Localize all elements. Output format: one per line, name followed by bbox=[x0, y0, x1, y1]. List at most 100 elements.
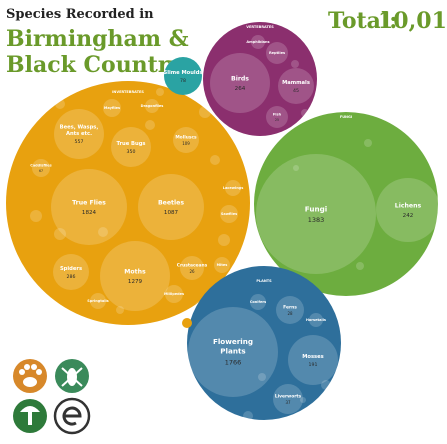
chart-title-line2: Birmingham & bbox=[6, 26, 189, 52]
bubble-label-horsetails: Horsetails bbox=[306, 318, 326, 322]
total-value: 10,012 bbox=[378, 8, 447, 34]
bubble-label-bees-wasps-ants-etc: Bees, Wasps, bbox=[60, 124, 99, 130]
bubble-label-molluscs: Molluscs bbox=[175, 134, 197, 140]
minor-bubble bbox=[291, 60, 299, 68]
bubble-label-spiders: Spiders bbox=[60, 266, 82, 272]
minor-bubble bbox=[199, 106, 211, 118]
minor-bubble bbox=[116, 306, 124, 314]
bubble-value-beetles: 1087 bbox=[164, 210, 179, 216]
group-label-invertebrates: INVERTEBRATES bbox=[112, 90, 144, 94]
minor-bubble bbox=[156, 88, 164, 96]
bubble-label-ferns: Ferns bbox=[283, 304, 297, 310]
bubble-springtails bbox=[90, 293, 106, 309]
minor-bubble bbox=[210, 155, 220, 165]
bubble-value-mosses: 191 bbox=[309, 362, 318, 368]
bubble-value-mammals: 45 bbox=[293, 88, 299, 94]
bubble-reptiles bbox=[266, 42, 288, 64]
bubble-label-lacewings: Lacewings bbox=[223, 186, 244, 190]
bubble-label-true-bugs: True Bugs bbox=[117, 141, 146, 147]
minor-bubble bbox=[55, 99, 65, 109]
group-label-plants: PLANTS bbox=[256, 279, 272, 283]
e-logo-icon bbox=[53, 397, 91, 435]
total-label: Total: bbox=[328, 8, 397, 34]
bubble-value-birds: 264 bbox=[235, 86, 246, 92]
bubble-horsetails bbox=[309, 313, 323, 327]
bubble-label-reptiles: Reptiles bbox=[269, 51, 285, 55]
minor-bubble bbox=[293, 165, 299, 171]
bubble-value-lichens: 242 bbox=[403, 213, 414, 219]
bubble-label-sawflies: Sawflies bbox=[221, 212, 237, 216]
group-bubble-vertebrates bbox=[203, 22, 317, 136]
group-bubble-fungi bbox=[254, 112, 438, 296]
minor-bubble bbox=[300, 397, 306, 403]
bubble-label-true-flies: True Flies bbox=[72, 200, 106, 207]
bubble-label-fungi: Fungi bbox=[305, 204, 327, 213]
bubble-value-fungi: 1383 bbox=[308, 216, 324, 224]
bubble-label-moths: Moths bbox=[124, 269, 146, 276]
bubble-label-flowering-plants: Plants bbox=[220, 347, 245, 356]
bubble-value-molluscs: 109 bbox=[182, 141, 190, 146]
bubble-value-flowering-plants: 1766 bbox=[225, 358, 241, 366]
bubble-value-fish: 25 bbox=[275, 118, 279, 122]
bubble-beetles bbox=[138, 174, 204, 240]
bubble-mayflies bbox=[103, 99, 121, 117]
group-label-fungi: FUNGI bbox=[340, 115, 352, 119]
insect-logo-icon bbox=[55, 359, 89, 393]
chart-title-line3: Black Country bbox=[6, 52, 183, 78]
bubble-label-millipedes: Millipedes bbox=[164, 292, 184, 296]
minor-bubble bbox=[321, 380, 331, 390]
bubble-label-liverworts: Liverworts bbox=[275, 393, 302, 399]
bubble-dragonflies bbox=[145, 99, 159, 113]
chart-title-line1: Species Recorded in bbox=[6, 7, 154, 22]
bubble-value-crustaceans: 26 bbox=[189, 269, 195, 274]
minor-bubble bbox=[218, 234, 230, 246]
paw-logo-icon bbox=[13, 359, 47, 393]
bubble-value-ferns: 28 bbox=[287, 311, 293, 316]
bubble-label-slime-moulds: Slime Moulds bbox=[163, 70, 202, 76]
bubble-label-mayflies: Mayflies bbox=[104, 106, 120, 110]
group-bubble-invertebrates bbox=[6, 81, 250, 325]
group-label-vertebrates: VERTEBRATES bbox=[246, 25, 274, 29]
bubble-amphibians bbox=[251, 35, 265, 49]
minor-bubble bbox=[301, 109, 309, 117]
bubble-flowering-plants bbox=[188, 307, 278, 397]
bubble-moths bbox=[100, 241, 170, 311]
bubble-true-flies bbox=[51, 169, 127, 245]
minor-bubble bbox=[258, 373, 266, 381]
bubble-value-caddisflies: 67 bbox=[39, 169, 43, 173]
bubble-liverworts bbox=[273, 384, 303, 414]
bubble-value-bees-wasps-ants-etc: 557 bbox=[75, 139, 84, 145]
bubble-layer: INVERTEBRATES True Flies 1824 Moths 1279 Beet… bbox=[6, 22, 440, 421]
bubble-label-mammals: Mammals bbox=[282, 80, 310, 86]
bubble-fungi bbox=[256, 154, 376, 274]
bubble-value-true-flies: 1824 bbox=[82, 210, 97, 216]
tree-logo-icon bbox=[13, 399, 47, 433]
bubble-label-dragonflies: Dragonflies bbox=[141, 104, 164, 108]
bubble-true-bugs bbox=[111, 127, 151, 167]
bubble-label-lichens: Lichens bbox=[395, 203, 422, 210]
bubble-label-fish: Fish bbox=[273, 113, 282, 117]
bubble-ferns bbox=[276, 296, 304, 324]
minor-bubble bbox=[98, 227, 108, 237]
bubble-sawflies bbox=[220, 205, 238, 223]
minor-bubble bbox=[30, 210, 42, 222]
bubble-slime-moulds bbox=[164, 57, 202, 95]
bubble-label-flowering-plants: Flowering bbox=[213, 337, 253, 346]
bubble-label-caddisflies: Caddisflies bbox=[30, 164, 51, 168]
bubble-birds bbox=[210, 53, 270, 113]
bubble-value-true-bugs: 350 bbox=[127, 149, 136, 155]
bubble-value-liverworts: 37 bbox=[285, 400, 291, 405]
bubble-label-mosses: Mosses bbox=[302, 354, 324, 360]
minor-bubble bbox=[243, 411, 253, 421]
bubble-value-spiders: 286 bbox=[67, 274, 76, 280]
bubble-label-bees-wasps-ants-etc: Ants etc. bbox=[66, 131, 92, 137]
bubble-mites bbox=[214, 257, 230, 273]
bubble-lacewings bbox=[225, 180, 241, 196]
bubble-label-amphibians: Amphibians bbox=[246, 40, 269, 44]
bubble-lichens bbox=[376, 178, 440, 242]
bubble-label-beetles: Beetles bbox=[158, 200, 184, 207]
bubble-bees-wasps-ants-etc bbox=[54, 109, 104, 159]
minor-bubble bbox=[145, 120, 155, 130]
